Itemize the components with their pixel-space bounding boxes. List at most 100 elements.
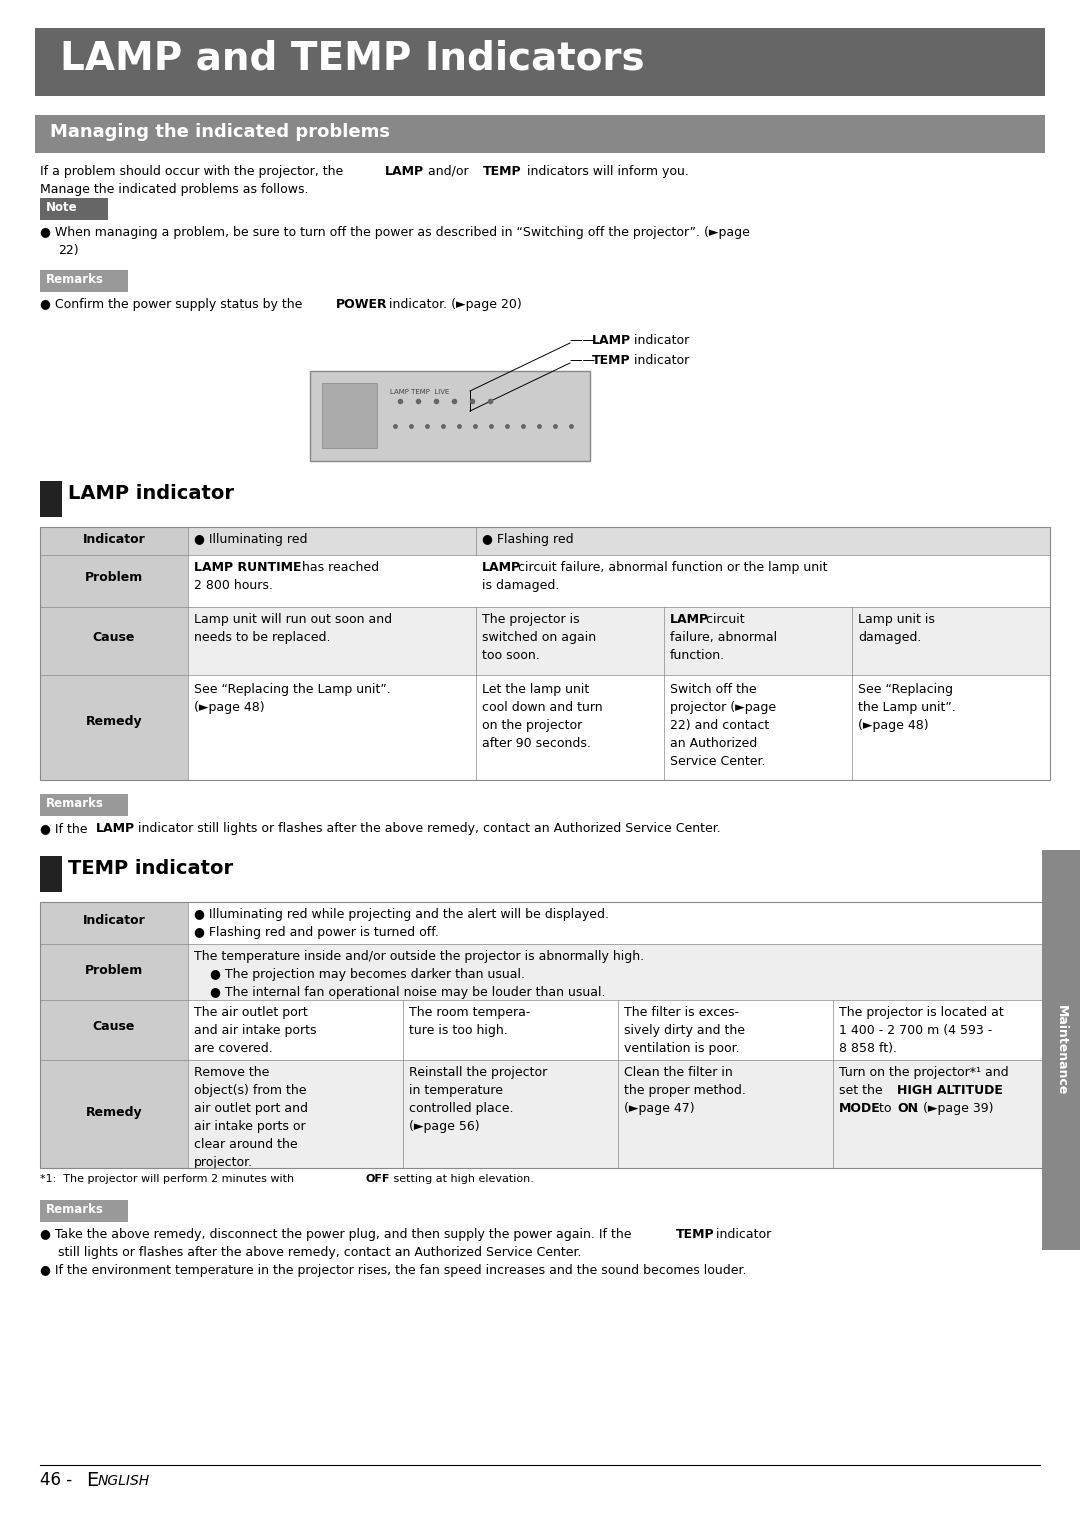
Bar xyxy=(40,608,188,675)
Text: damaged.: damaged. xyxy=(858,631,921,644)
Bar xyxy=(310,371,590,461)
Text: and air intake ports: and air intake ports xyxy=(194,1025,316,1037)
Bar xyxy=(40,1000,1050,1060)
Bar xyxy=(40,944,188,1000)
Text: projector.: projector. xyxy=(194,1156,253,1170)
Text: circuit: circuit xyxy=(702,612,744,626)
Bar xyxy=(40,481,62,518)
Text: ——: —— xyxy=(570,334,599,347)
Text: 22): 22) xyxy=(58,244,79,257)
Text: projector (►page: projector (►page xyxy=(670,701,777,715)
Text: TEMP: TEMP xyxy=(592,354,631,366)
Text: too soon.: too soon. xyxy=(482,649,540,663)
Text: function.: function. xyxy=(670,649,725,663)
Bar xyxy=(40,794,129,815)
Text: the Lamp unit”.: the Lamp unit”. xyxy=(858,701,956,715)
Text: Problem: Problem xyxy=(85,571,144,583)
Text: on the projector: on the projector xyxy=(482,719,582,731)
Text: Let the lamp unit: Let the lamp unit xyxy=(482,683,590,696)
Text: ● If the environment temperature in the projector rises, the fan speed increases: ● If the environment temperature in the … xyxy=(40,1264,746,1277)
Text: TEMP indicator: TEMP indicator xyxy=(68,860,233,878)
Text: an Authorized: an Authorized xyxy=(670,738,757,750)
Text: Service Center.: Service Center. xyxy=(670,754,766,768)
Text: POWER: POWER xyxy=(336,298,388,312)
Text: controlled place.: controlled place. xyxy=(409,1102,513,1115)
Text: ● When managing a problem, be sure to turn off the power as described in “Switch: ● When managing a problem, be sure to tu… xyxy=(40,226,750,240)
Bar xyxy=(40,675,188,780)
Text: clear around the: clear around the xyxy=(194,1138,298,1151)
Text: after 90 seconds.: after 90 seconds. xyxy=(482,738,591,750)
Text: the proper method.: the proper method. xyxy=(624,1084,746,1096)
Bar xyxy=(40,1060,188,1168)
Text: MODE: MODE xyxy=(839,1102,881,1115)
Bar xyxy=(40,527,188,554)
Bar xyxy=(40,1200,129,1222)
Text: (►page 47): (►page 47) xyxy=(624,1102,694,1115)
Text: LAMP TEMP  LIVE: LAMP TEMP LIVE xyxy=(390,389,449,395)
Text: (►page 56): (►page 56) xyxy=(409,1119,480,1133)
Text: to: to xyxy=(875,1102,895,1115)
Text: LAMP: LAMP xyxy=(384,165,424,179)
Text: cool down and turn: cool down and turn xyxy=(482,701,603,715)
Text: object(s) from the: object(s) from the xyxy=(194,1084,307,1096)
Text: ● Take the above remedy, disconnect the power plug, and then supply the power ag: ● Take the above remedy, disconnect the … xyxy=(40,1228,635,1241)
Text: indicator. (►page 20): indicator. (►page 20) xyxy=(384,298,522,312)
Text: Switch off the: Switch off the xyxy=(670,683,757,696)
Text: Remarks: Remarks xyxy=(46,273,104,286)
Text: Remedy: Remedy xyxy=(85,715,143,728)
Text: Lamp unit will run out soon and: Lamp unit will run out soon and xyxy=(194,612,392,626)
Bar xyxy=(40,902,188,944)
Text: If a problem should occur with the projector, the: If a problem should occur with the proje… xyxy=(40,165,348,179)
Text: Remarks: Remarks xyxy=(46,1203,104,1215)
Text: Problem: Problem xyxy=(85,964,144,977)
Text: The temperature inside and/or outside the projector is abnormally high.: The temperature inside and/or outside th… xyxy=(194,950,644,964)
Text: indicator still lights or flashes after the above remedy, contact an Authorized : indicator still lights or flashes after … xyxy=(134,822,720,835)
Text: HIGH ALTITUDE: HIGH ALTITUDE xyxy=(897,1084,1003,1096)
Text: Remedy: Remedy xyxy=(85,1106,143,1119)
Text: Cause: Cause xyxy=(93,631,135,644)
Text: setting at high elevation.: setting at high elevation. xyxy=(390,1174,534,1183)
Text: LAMP and TEMP Indicators: LAMP and TEMP Indicators xyxy=(60,40,645,78)
Text: are covered.: are covered. xyxy=(194,1041,273,1055)
Text: (►page 48): (►page 48) xyxy=(194,701,265,715)
Text: LAMP: LAMP xyxy=(96,822,135,835)
Text: ——: —— xyxy=(570,354,599,366)
Bar xyxy=(35,115,1045,153)
Text: indicator: indicator xyxy=(630,354,689,366)
Bar xyxy=(40,1000,188,1060)
Text: Indicator: Indicator xyxy=(83,915,146,927)
Bar xyxy=(40,902,1050,1168)
Text: Manage the indicated problems as follows.: Manage the indicated problems as follows… xyxy=(40,183,309,195)
Text: Indicator: Indicator xyxy=(83,533,146,547)
Text: 8 858 ft).: 8 858 ft). xyxy=(839,1041,897,1055)
Text: *1:  The projector will perform 2 minutes with: *1: The projector will perform 2 minutes… xyxy=(40,1174,298,1183)
Text: 2 800 hours.: 2 800 hours. xyxy=(194,579,273,592)
Text: ● Illuminating red: ● Illuminating red xyxy=(194,533,308,547)
Text: air intake ports or: air intake ports or xyxy=(194,1119,306,1133)
Text: . (►page 39): . (►page 39) xyxy=(915,1102,994,1115)
Text: ● The internal fan operational noise may be louder than usual.: ● The internal fan operational noise may… xyxy=(210,986,606,999)
Text: TEMP: TEMP xyxy=(483,165,522,179)
Text: ● If the: ● If the xyxy=(40,822,92,835)
Bar xyxy=(40,199,108,220)
Text: The air outlet port: The air outlet port xyxy=(194,1006,308,1019)
Text: Cause: Cause xyxy=(93,1020,135,1032)
Bar xyxy=(40,608,1050,675)
Text: LAMP: LAMP xyxy=(482,560,522,574)
Text: Managing the indicated problems: Managing the indicated problems xyxy=(50,124,390,140)
Text: ON: ON xyxy=(897,1102,918,1115)
Text: ● Flashing red and power is turned off.: ● Flashing red and power is turned off. xyxy=(194,925,438,939)
Text: set the: set the xyxy=(839,1084,887,1096)
Text: ● Confirm the power supply status by the: ● Confirm the power supply status by the xyxy=(40,298,307,312)
Text: See “Replacing: See “Replacing xyxy=(858,683,953,696)
Text: ● Flashing red: ● Flashing red xyxy=(482,533,573,547)
Text: The room tempera-: The room tempera- xyxy=(409,1006,530,1019)
Text: failure, abnormal: failure, abnormal xyxy=(670,631,778,644)
Bar xyxy=(40,857,62,892)
Text: Maintenance: Maintenance xyxy=(1054,1005,1067,1095)
Text: Remarks: Remarks xyxy=(46,797,104,809)
Bar xyxy=(40,554,188,608)
Bar xyxy=(40,270,129,292)
Bar xyxy=(40,527,1050,780)
Text: Note: Note xyxy=(46,202,78,214)
